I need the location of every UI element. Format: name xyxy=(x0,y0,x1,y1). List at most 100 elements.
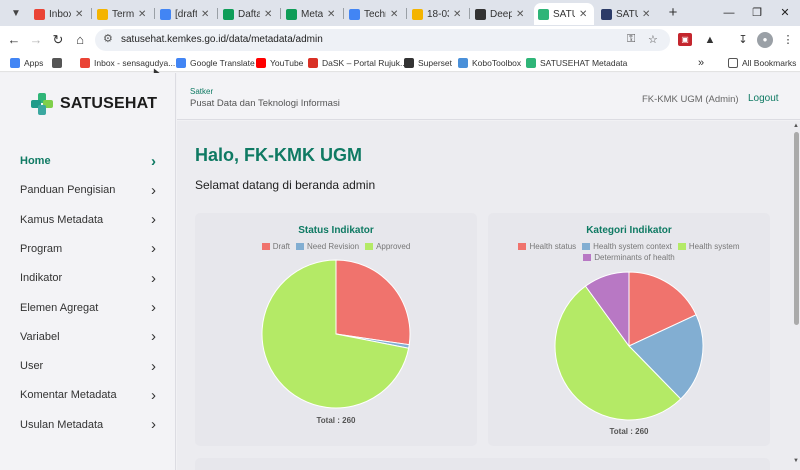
folder-icon xyxy=(728,58,738,68)
tab-title: SATUS xyxy=(553,8,575,20)
close-tab-icon[interactable]: ✕ xyxy=(579,8,588,20)
legend-item[interactable]: Approved xyxy=(365,241,410,252)
password-key-icon[interactable]: ⚿ xyxy=(627,33,636,45)
sidebar-item-komentar-metadata[interactable]: Komentar Metadata › xyxy=(20,385,156,405)
brand-name: SATUSEHAT xyxy=(60,95,158,112)
more-menu-icon[interactable]: ⋮ xyxy=(782,34,794,46)
extensions-puzzle-icon[interactable]: ▲ xyxy=(704,34,716,46)
browser-tab[interactable]: 18-03 ✕ xyxy=(408,3,468,25)
close-tab-icon[interactable]: ✕ xyxy=(138,8,147,20)
sidebar-item-kamus-metadata[interactable]: Kamus Metadata › xyxy=(20,210,156,230)
sidebar-item-user[interactable]: User › xyxy=(20,356,156,376)
pdf-extension-icon[interactable]: ▣ xyxy=(678,33,692,46)
scroll-down-arrow-icon[interactable]: ▼ xyxy=(793,458,799,464)
legend-item[interactable]: Health system context xyxy=(582,241,672,252)
bookmark-item[interactable]: Superset xyxy=(404,56,452,70)
tab-title: Techn xyxy=(364,8,386,20)
bookmark-item[interactable]: KoboToolbox xyxy=(458,56,521,70)
pie-slice-health-system-context[interactable] xyxy=(628,314,704,400)
bookmark-star-icon[interactable]: ☆ xyxy=(648,34,658,46)
bookmark-item[interactable]: Inbox - sensagudya... xyxy=(80,56,175,70)
chart-title: Status Indikator xyxy=(298,225,374,236)
page-scrollbar[interactable]: ▲ ▼ xyxy=(792,121,800,470)
bookmark-item[interactable]: YouTube xyxy=(256,56,303,70)
tab-search-chevron-icon[interactable]: ▼ xyxy=(11,7,21,19)
sidebar-item-indikator[interactable]: Indikator › xyxy=(20,268,156,288)
download-icon[interactable]: ↧ xyxy=(738,34,748,46)
minimize-window-button[interactable]: — xyxy=(723,7,735,19)
bookmark-item[interactable]: SATUSEHAT Metadata xyxy=(526,56,627,70)
satusehat-logo[interactable]: SATUSEHAT xyxy=(30,92,157,116)
browser-tab[interactable]: Deeps ✕ xyxy=(471,3,531,25)
bookmark-label: Superset xyxy=(418,58,453,68)
close-tab-icon[interactable]: ✕ xyxy=(453,8,462,20)
pie-slice-approved[interactable] xyxy=(261,259,410,409)
browser-tab[interactable]: Techn ✕ xyxy=(345,3,405,25)
main-content: Halo, FK-KMK UGM Selamat datang di beran… xyxy=(177,121,792,470)
reload-icon[interactable]: ↻ xyxy=(52,32,64,47)
tab-title: Deeps xyxy=(490,8,512,20)
scroll-up-arrow-icon[interactable]: ▲ xyxy=(793,123,799,129)
address-bar[interactable]: ⚙ satusehat.kemkes.go.id/data/metadata/a… xyxy=(95,29,670,51)
browser-tab[interactable]: [draft ✕ xyxy=(156,3,216,25)
bookmark-item[interactable]: DaSK – Portal Rujuk... xyxy=(308,56,407,70)
close-tab-icon[interactable]: ✕ xyxy=(327,8,336,20)
sidebar-item-elemen-agregat[interactable]: Elemen Agregat › xyxy=(20,298,156,318)
browser-tab[interactable]: Inbox ✕ xyxy=(30,3,90,25)
bookmark-item[interactable]: Google Translate xyxy=(176,56,255,70)
more-bookmarks-chevron-icon[interactable]: » xyxy=(698,57,705,69)
logout-button[interactable]: Logout xyxy=(748,93,779,104)
close-tab-icon[interactable]: ✕ xyxy=(201,8,210,20)
close-tab-icon[interactable]: ✕ xyxy=(264,8,273,20)
browser-tab[interactable]: Metad ✕ xyxy=(282,3,342,25)
browser-tab-strip: ▼ Inbox ✕ Terms ✕ [draft ✕ Daftar ✕ Metad ✕ Techn ✕… xyxy=(0,0,800,26)
legend-item[interactable]: Need Revision xyxy=(296,241,359,252)
bookmark-item[interactable]: Apps xyxy=(10,56,43,70)
bookmark-label: SATUSEHAT Metadata xyxy=(540,58,628,68)
sidebar-item-home[interactable]: Home › xyxy=(20,151,156,171)
close-tab-icon[interactable]: ✕ xyxy=(390,8,399,20)
forward-arrow-icon[interactable]: → xyxy=(29,32,43,47)
pie-slice-health-status[interactable] xyxy=(628,271,697,347)
legend-item[interactable]: Health status xyxy=(518,241,576,252)
bookmark-label: YouTube xyxy=(270,58,304,68)
sidebar-item-variabel[interactable]: Variabel › xyxy=(20,327,156,347)
pie-slice-health-system[interactable] xyxy=(554,285,682,421)
sidebar-item-label: Indikator xyxy=(20,272,63,285)
back-arrow-icon[interactable]: ← xyxy=(7,32,21,47)
close-tab-icon[interactable]: ✕ xyxy=(642,8,651,20)
satusehat-icon xyxy=(526,58,536,68)
close-window-button[interactable]: ✕ xyxy=(780,7,790,19)
browser-tab[interactable]: Daftar ✕ xyxy=(219,3,279,25)
new-tab-button[interactable]: + xyxy=(668,4,678,21)
sidebar-item-label: User xyxy=(20,360,44,373)
address-url: satusehat.kemkes.go.id/data/metadata/adm… xyxy=(121,34,323,45)
sidebar-item-program[interactable]: Program › xyxy=(20,239,156,259)
close-tab-icon[interactable]: ✕ xyxy=(516,8,525,20)
translate-icon xyxy=(176,58,186,68)
pie-slice-draft[interactable] xyxy=(335,259,411,346)
browser-tab[interactable]: SATUS ✕ xyxy=(534,3,594,25)
close-tab-icon[interactable]: ✕ xyxy=(75,8,84,20)
current-user: FK-KMK UGM (Admin) xyxy=(642,94,739,105)
bookmark-item[interactable] xyxy=(52,56,66,70)
legend-item[interactable]: Determinants of health xyxy=(583,252,675,263)
browser-tab[interactable]: SATUS ✕ xyxy=(597,3,657,25)
sidebar-item-panduan-pengisian[interactable]: Panduan Pengisian › xyxy=(20,180,156,200)
satusehat-icon xyxy=(538,8,549,20)
profile-avatar-icon[interactable]: ● xyxy=(757,32,773,48)
site-info-icon[interactable]: ⚙ xyxy=(103,33,113,45)
legend-swatch xyxy=(583,254,592,261)
pie-slice-determinants-of-health[interactable] xyxy=(584,271,630,348)
scroll-thumb[interactable] xyxy=(794,132,799,325)
bookmarks-bar: Apps Inbox - sensagudya... Google Translat… xyxy=(0,54,800,72)
tab-separator xyxy=(469,8,470,19)
legend-item[interactable]: Draft xyxy=(261,241,290,252)
restore-window-button[interactable]: ❐ xyxy=(752,7,762,19)
sidebar-item-label: Komentar Metadata xyxy=(20,389,117,402)
browser-tab[interactable]: Terms ✕ xyxy=(93,3,153,25)
home-icon[interactable]: ⌂ xyxy=(76,32,84,47)
legend-item[interactable]: Health system xyxy=(677,241,740,252)
all-bookmarks-button[interactable]: All Bookmarks xyxy=(728,56,796,70)
sidebar-item-usulan-metadata[interactable]: Usulan Metadata › xyxy=(20,415,156,435)
